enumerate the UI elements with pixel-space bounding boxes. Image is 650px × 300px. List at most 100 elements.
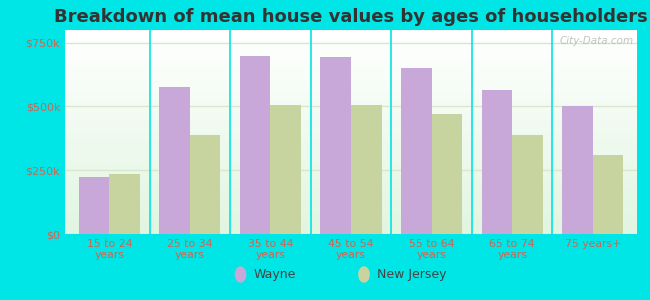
Bar (65, 76, 637, 77)
Bar (65, 163, 637, 164)
Bar (65, 33, 637, 34)
Bar (65, 162, 637, 163)
Bar (65, 130, 637, 131)
Bar (65, 177, 637, 178)
Bar (65, 118, 637, 119)
Bar (65, 224, 637, 225)
Bar (65, 229, 637, 230)
Bar (65, 64, 637, 65)
Bar (65, 61, 637, 63)
Bar (65, 230, 637, 231)
Bar (65, 36, 637, 37)
Bar (65, 197, 637, 198)
Bar (65, 176, 637, 177)
Bar (65, 47, 637, 48)
Bar (65, 122, 637, 123)
Bar (65, 228, 637, 229)
Bar (270, 105, 301, 234)
Bar (65, 93, 637, 94)
Bar (109, 174, 140, 234)
Bar (562, 106, 593, 234)
Bar (65, 165, 637, 166)
Bar (65, 173, 637, 174)
Bar (65, 189, 637, 190)
Bar (65, 58, 637, 60)
Bar (65, 193, 637, 194)
Text: City-Data.com: City-Data.com (560, 36, 634, 46)
Bar (65, 90, 637, 91)
Bar (65, 60, 637, 61)
Bar (65, 72, 637, 73)
Bar (65, 214, 637, 216)
Bar (65, 88, 637, 89)
Bar (65, 79, 637, 80)
Bar (65, 114, 637, 115)
Bar (65, 107, 637, 109)
Bar (65, 144, 637, 145)
Bar (65, 184, 637, 185)
Bar (65, 146, 637, 147)
Bar (65, 123, 637, 124)
Bar (65, 63, 637, 64)
Bar (190, 134, 220, 234)
Bar (65, 102, 637, 104)
Bar (65, 32, 637, 33)
Bar (65, 225, 637, 226)
Bar (65, 149, 637, 150)
Bar (65, 38, 637, 39)
Bar (65, 198, 637, 199)
Bar (65, 41, 637, 42)
Bar (65, 67, 637, 68)
Bar (65, 80, 637, 81)
Bar (320, 57, 351, 234)
Bar (65, 100, 637, 101)
Bar (65, 46, 637, 47)
Bar (65, 185, 637, 186)
Bar (65, 31, 637, 32)
Bar (65, 85, 637, 86)
Bar (65, 175, 637, 176)
Bar (65, 153, 637, 154)
Bar (65, 206, 637, 208)
Bar (65, 147, 637, 148)
Bar (65, 211, 637, 212)
Bar (65, 180, 637, 181)
Bar (65, 89, 637, 90)
Bar (65, 194, 637, 195)
Bar (65, 179, 637, 180)
Bar (65, 84, 637, 85)
Bar (65, 141, 637, 142)
Bar (65, 50, 637, 51)
Bar (65, 91, 637, 92)
Bar (65, 111, 637, 112)
Bar (65, 226, 637, 227)
Bar (65, 103, 637, 104)
Bar (65, 160, 637, 162)
Bar (65, 133, 637, 134)
Bar (65, 218, 637, 219)
Bar (65, 109, 637, 110)
Bar (65, 42, 637, 43)
Bar (65, 167, 637, 168)
Title: Breakdown of mean house values by ages of householders: Breakdown of mean house values by ages o… (54, 8, 648, 26)
Bar (65, 110, 637, 111)
Bar (65, 172, 637, 173)
Bar (65, 40, 637, 41)
Bar (65, 201, 637, 202)
Bar (65, 135, 637, 136)
Bar (65, 131, 637, 132)
Bar (65, 209, 637, 211)
Bar (65, 223, 637, 224)
Bar (65, 51, 637, 52)
Bar (65, 212, 637, 213)
Bar (65, 55, 637, 56)
Bar (65, 73, 637, 74)
Bar (65, 120, 637, 121)
Bar (65, 44, 637, 45)
Bar (65, 30, 637, 31)
Bar (65, 219, 637, 220)
Bar (65, 188, 637, 189)
Bar (65, 150, 637, 152)
Bar (65, 112, 637, 114)
Bar (65, 69, 637, 70)
